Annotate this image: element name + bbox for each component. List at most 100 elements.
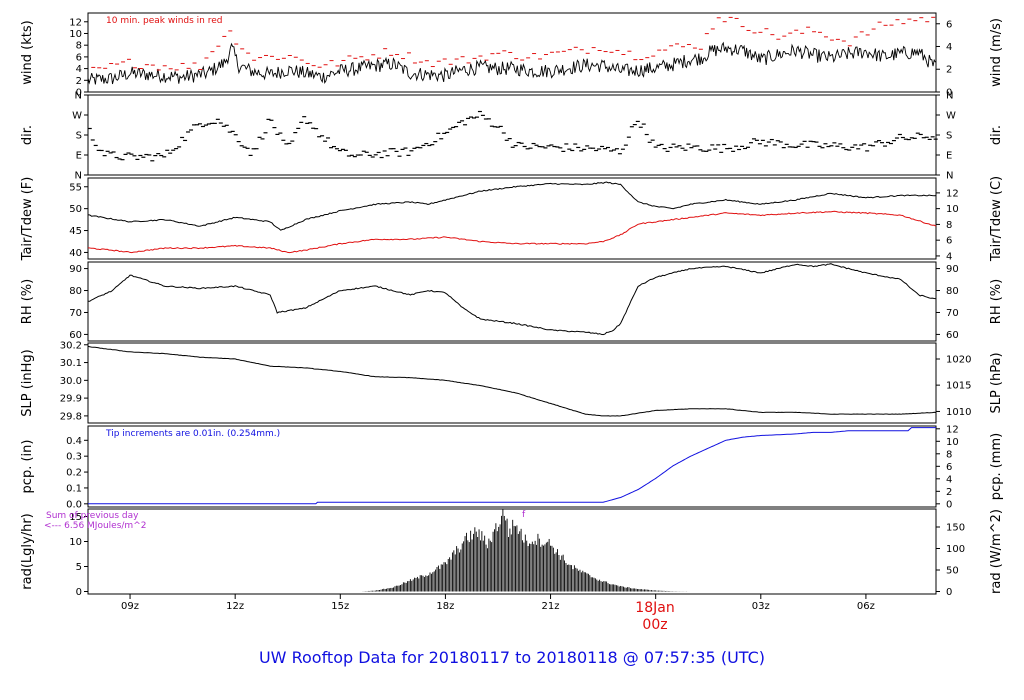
tick-label-left-rh: 90	[69, 264, 82, 275]
ylabel-right-temp: Tair/Tdew (C)	[989, 176, 1004, 262]
tick-label-right-pcp: 4	[946, 474, 952, 485]
ylabel-right-rh: RH (%)	[989, 279, 1004, 324]
tick-label-left-rad: 10	[69, 537, 82, 548]
tick-label-right-wind: 2	[946, 65, 952, 76]
ylabel-left-rh: RH (%)	[20, 279, 35, 324]
tick-label-right-pcp: 6	[946, 462, 952, 473]
ylabel-left-pcp: pcp. (in)	[20, 440, 35, 494]
panel-wind	[84, 12, 940, 93]
tick-label-right-dir: W	[946, 111, 956, 122]
rad-marker-label: f	[522, 510, 526, 520]
tick-label-left-rad: 15	[69, 512, 82, 523]
ylabel-right-pcp: pcp. (mm)	[989, 433, 1004, 500]
tick-label-left-rh: 60	[69, 330, 82, 341]
panel-temp	[84, 177, 940, 260]
tick-label-left-wind: 0	[76, 88, 82, 99]
tick-label-right-rh: 70	[946, 308, 959, 319]
x-tick-label: 09z	[121, 601, 139, 612]
tick-label-right-slp: 1015	[946, 381, 971, 392]
panel-slp	[84, 342, 940, 424]
ylabel-right-slp: SLP (hPa)	[989, 352, 1004, 413]
ylabel-left-slp: SLP (inHg)	[20, 349, 35, 417]
series-slp-0	[87, 345, 937, 417]
ylabel-right-wind: wind (m/s)	[989, 18, 1004, 87]
panel-rad	[84, 508, 940, 595]
tick-label-left-dir: E	[76, 151, 82, 162]
ylabel-left-wind: wind (kts)	[20, 20, 35, 84]
tick-label-right-pcp: 8	[946, 449, 952, 460]
tick-label-right-rad: 50	[946, 566, 959, 577]
panel-dir	[84, 94, 940, 176]
panel-frame-slp	[87, 342, 937, 424]
x-tick-label: 12z	[226, 601, 244, 612]
tick-label-right-slp: 1010	[946, 407, 971, 418]
panel-frame-rad	[87, 508, 937, 595]
tick-label-right-rh: 80	[946, 286, 959, 297]
date-marker-hour: 00z	[642, 617, 668, 633]
ylabel-left-rad: rad(Lgly/hr)	[20, 513, 35, 589]
tick-label-right-wind: 0	[946, 88, 952, 99]
tick-label-left-temp: 45	[69, 226, 82, 237]
tick-label-left-pcp: 0.2	[66, 468, 82, 479]
x-tick-label: 06z	[857, 601, 875, 612]
tick-label-right-dir: E	[946, 151, 952, 162]
tick-label-left-wind: 6	[76, 52, 82, 63]
tick-label-left-pcp: 0.3	[66, 452, 82, 463]
panel-frame-rh	[87, 261, 937, 342]
date-marker: 18Jan 00z	[610, 600, 700, 634]
tick-label-right-rh: 60	[946, 330, 959, 341]
tick-label-left-slp: 29.8	[60, 411, 82, 422]
tick-label-left-temp: 40	[69, 248, 82, 259]
series-temp-1	[87, 210, 937, 254]
tick-label-left-dir: N	[75, 171, 82, 182]
tick-label-left-wind: 8	[76, 41, 82, 52]
date-marker-day: 18Jan	[635, 600, 675, 616]
tick-label-left-temp: 55	[69, 182, 82, 193]
x-tick-label: 03z	[752, 601, 770, 612]
tick-label-right-rad: 150	[946, 523, 965, 534]
tick-label-left-slp: 30.2	[60, 340, 82, 351]
tick-label-left-rh: 70	[69, 308, 82, 319]
tick-label-right-temp: 10	[946, 204, 959, 215]
tick-label-left-rh: 80	[69, 286, 82, 297]
tick-label-left-dir: S	[76, 131, 82, 142]
tick-label-right-temp: 6	[946, 236, 952, 247]
tick-label-right-dir: N	[946, 171, 953, 182]
ylabel-left-temp: Tair/Tdew (F)	[20, 177, 35, 262]
tick-label-left-rad: 0	[76, 587, 82, 598]
panel-frame-dir	[87, 94, 937, 176]
tick-label-left-slp: 30.1	[60, 358, 82, 369]
panel-frame-temp	[87, 177, 937, 260]
x-tick-label: 21z	[542, 601, 560, 612]
tick-label-left-pcp: 0.1	[66, 483, 82, 494]
tick-label-left-wind: 12	[69, 17, 82, 28]
chart-title: UW Rooftop Data for 20180117 to 20180118…	[258, 648, 766, 667]
tick-label-left-wind: 4	[76, 64, 82, 75]
series-rh-0	[88, 263, 937, 336]
tick-label-right-rh: 90	[946, 264, 959, 275]
ylabel-right-rad: rad (W/m^2)	[989, 509, 1004, 594]
tick-label-right-wind: 4	[946, 42, 952, 53]
tick-label-right-wind: 6	[946, 19, 952, 30]
tick-label-right-rad: 0	[946, 587, 952, 598]
ylabel-left-dir: dir.	[20, 125, 35, 145]
tick-label-right-dir: S	[946, 131, 952, 142]
tick-label-right-pcp: 10	[946, 437, 959, 448]
tick-label-right-temp: 8	[946, 220, 952, 231]
x-tick-label: 15z	[331, 601, 349, 612]
tick-label-right-pcp: 0	[946, 499, 952, 510]
tick-label-left-wind: 10	[69, 29, 82, 40]
tick-label-right-pcp: 12	[946, 424, 959, 435]
tick-label-right-temp: 12	[946, 188, 959, 199]
annotation-rad-1: <--- 6.56 MJoules/m^2	[44, 521, 146, 531]
tick-label-right-rad: 100	[946, 544, 965, 555]
tick-label-left-pcp: 0.0	[66, 499, 82, 510]
tick-label-left-rad: 5	[76, 562, 82, 573]
tick-label-right-pcp: 2	[946, 487, 952, 498]
annotation-wind: 10 min. peak winds in red	[106, 16, 223, 26]
series-pcp-0	[88, 427, 936, 505]
tick-label-left-dir: N	[75, 91, 82, 102]
tick-label-left-pcp: 0.4	[66, 436, 82, 447]
panel-pcp	[84, 425, 940, 508]
